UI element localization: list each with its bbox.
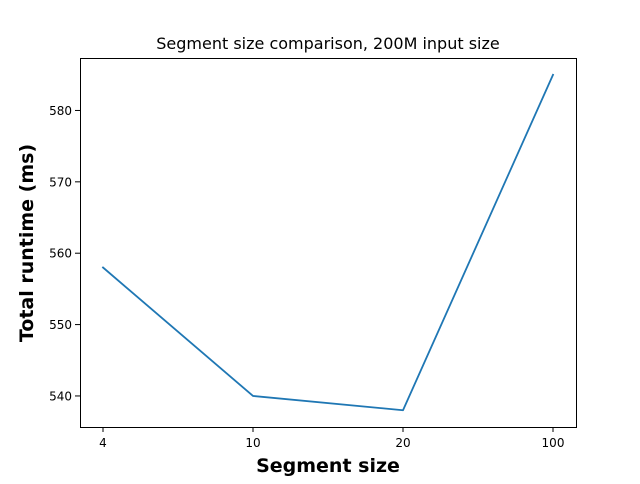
x-tick-label: 10 bbox=[245, 436, 260, 450]
y-axis-label: Total runtime (ms) bbox=[16, 144, 38, 342]
x-tick-label: 100 bbox=[542, 436, 565, 450]
axes-frame bbox=[80, 58, 577, 428]
y-tick-label: 570 bbox=[49, 175, 72, 189]
series-line bbox=[101, 73, 555, 412]
y-tick-label: 540 bbox=[49, 389, 72, 403]
x-axis-label: Segment size bbox=[256, 455, 400, 477]
x-tick-label: 20 bbox=[395, 436, 410, 450]
y-tick-label: 580 bbox=[49, 104, 72, 118]
plot-area: 4 10 20 100 540 550 560 570 580 bbox=[49, 73, 565, 450]
chart-title: Segment size comparison, 200M input size bbox=[156, 34, 499, 53]
y-tick-label: 550 bbox=[49, 318, 72, 332]
x-tick-label: 4 bbox=[99, 436, 107, 450]
y-tick-label: 560 bbox=[49, 247, 72, 261]
